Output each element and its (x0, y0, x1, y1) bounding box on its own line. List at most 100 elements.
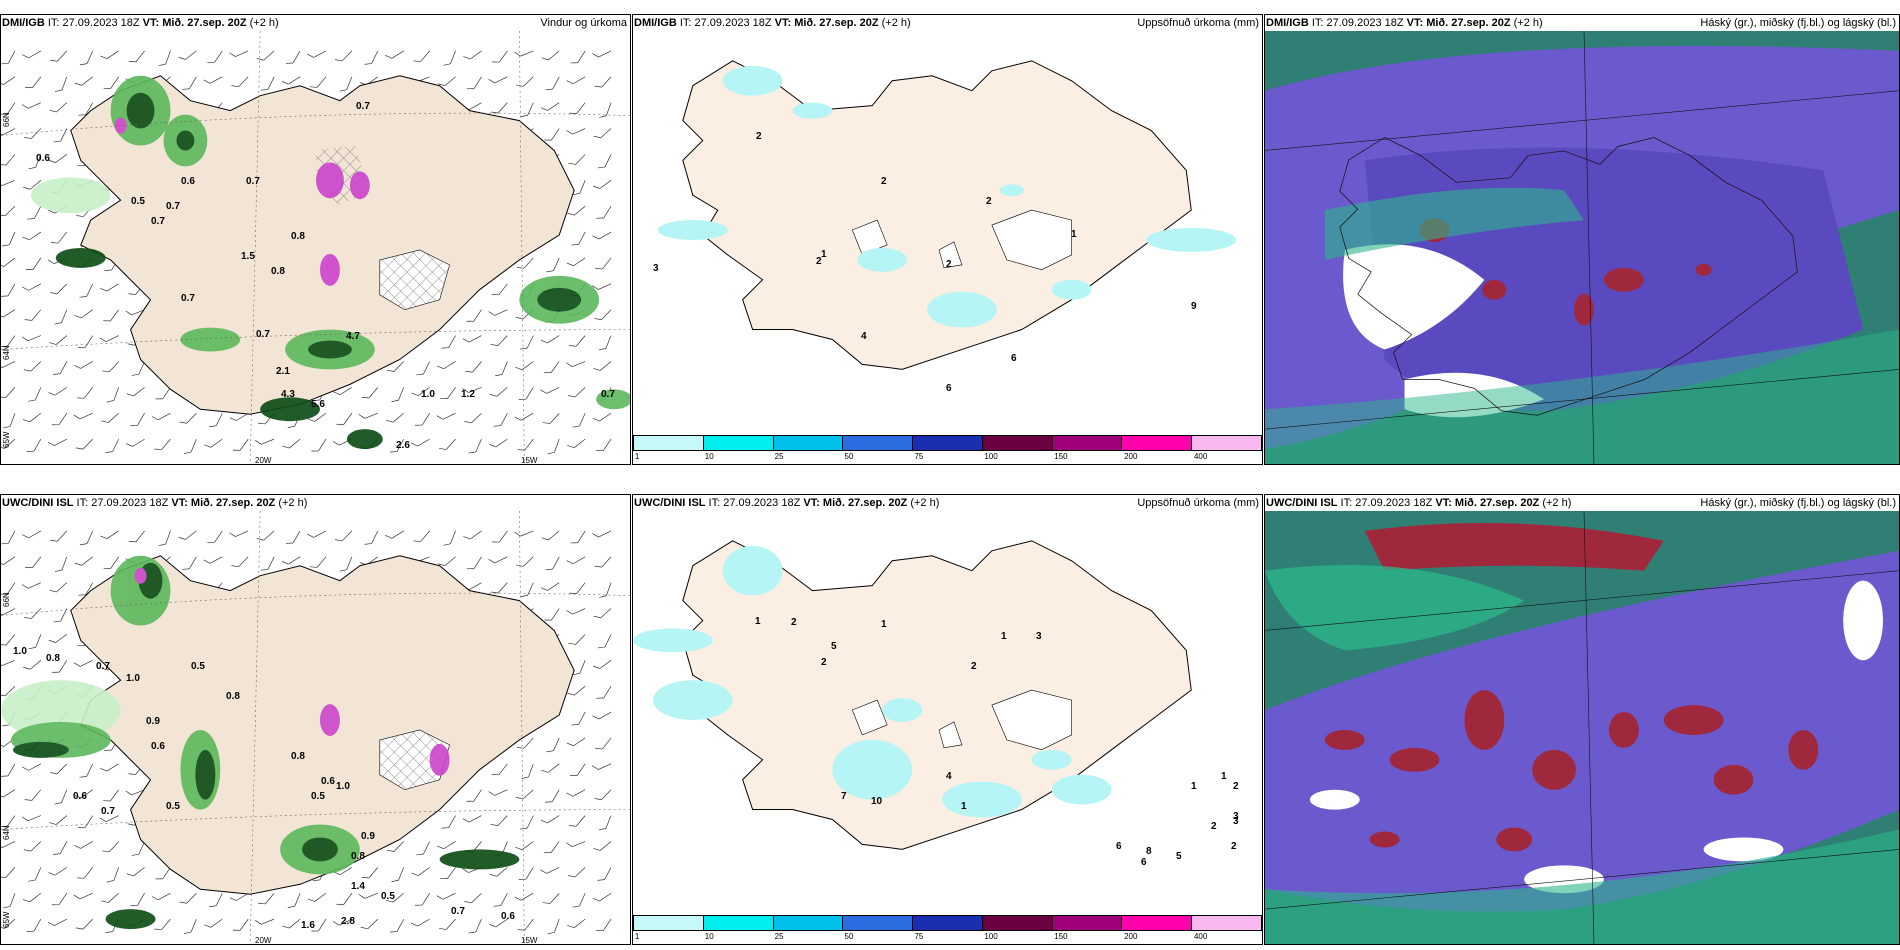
panel-title: UWC/DINI ISL IT: 27.09.2023 18Z VT: Mið.… (2, 497, 308, 509)
wind-barb (570, 763, 586, 776)
wind-barb (22, 892, 42, 903)
value-label: 0.7 (96, 661, 110, 672)
colorbar-cell (1192, 916, 1262, 930)
wind-barb (50, 50, 68, 62)
value-label: 3 (653, 263, 659, 274)
value-label: 0.8 (351, 851, 365, 862)
wind-barb (28, 154, 42, 170)
wind-barb (520, 582, 534, 597)
colorbar-tick: 400 (1193, 452, 1208, 461)
iceland-land (682, 60, 1192, 370)
wind-barb (416, 841, 430, 856)
wind-barb (1, 283, 16, 297)
wind-barb (307, 50, 327, 58)
wind-barb (52, 660, 68, 673)
wind-barb (1, 659, 16, 666)
wind-barb (78, 102, 94, 116)
wind-barb (79, 50, 94, 66)
wind-barb (592, 892, 612, 902)
value-label: 0.6 (36, 153, 50, 164)
wind-barb (520, 335, 534, 350)
wind-barb (597, 154, 612, 169)
panel-wind-precip-uwc: UWC/DINI ISL IT: 27.09.2023 18Z VT: Mið.… (0, 494, 631, 945)
value-label: 4.7 (346, 331, 360, 342)
wind-barb (516, 556, 534, 567)
wind-barb (76, 387, 93, 399)
wind-barb (49, 335, 68, 345)
value-label: 1.5 (241, 251, 255, 262)
wind-barb (155, 867, 171, 880)
panel-clouds-uwc: UWC/DINI ISL IT: 27.09.2023 18Z VT: Mið.… (1264, 494, 1900, 945)
value-label: 2.1 (276, 366, 290, 377)
wind-barb (464, 892, 482, 904)
value-label: 2 (1211, 821, 1217, 832)
wind-barb (572, 413, 586, 428)
wind-barb (488, 556, 508, 564)
value-label: 0.9 (146, 716, 160, 727)
wind-barb (361, 387, 379, 399)
value-label: 2 (791, 617, 797, 628)
wind-barb (598, 815, 612, 831)
panel-title: UWC/DINI ISL IT: 27.09.2023 18Z VT: Mið.… (1266, 497, 1572, 509)
value-label: 4 (946, 771, 952, 782)
precip-areas (1, 555, 520, 930)
wind-barb (49, 582, 68, 593)
wind-barb (592, 231, 612, 240)
value-label: 0.6 (181, 176, 195, 187)
wind-barb (413, 530, 430, 542)
wind-barb (101, 892, 119, 903)
wind-barb (364, 50, 379, 65)
value-label: 0.7 (246, 176, 260, 187)
wind-barb (566, 737, 586, 747)
wind-barb (566, 76, 586, 85)
wind-barb (231, 76, 249, 88)
colorbar-cell (634, 436, 704, 450)
value-label: 1 (1221, 771, 1227, 782)
wind-barb (566, 257, 586, 267)
wind-barb (572, 660, 586, 676)
value-label: 0.8 (271, 266, 285, 277)
wind-barb (594, 309, 612, 321)
wind-barb (410, 438, 430, 447)
wind-barb (1, 309, 16, 318)
wind-barb (339, 76, 353, 92)
wind-barb (99, 815, 119, 823)
wind-barb (521, 763, 534, 779)
wind-barb (53, 128, 68, 143)
value-label: 3 (1233, 816, 1239, 827)
wind-barb (1, 582, 16, 595)
wind-barb (1, 763, 16, 777)
value-label: 6 (1116, 841, 1122, 852)
wind-barb (361, 867, 379, 879)
value-label: 1.0 (336, 781, 350, 792)
wind-barb (311, 438, 327, 452)
wind-barb (78, 815, 94, 828)
wind-barb (74, 556, 93, 566)
wind-barb (567, 685, 586, 696)
wind-barb (567, 438, 586, 449)
wind-barb (594, 76, 612, 88)
panel-subtitle: Háský (gr.), miðský (fj.bl.) og lágský (… (1700, 17, 1896, 29)
wind-barb (128, 50, 145, 63)
wind-barb (285, 50, 301, 64)
wind-barb (179, 412, 197, 424)
value-label: 4 (861, 331, 867, 342)
wind-barb (256, 530, 275, 541)
colorbar-cells (633, 435, 1262, 451)
value-label: 0.6 (321, 776, 335, 787)
colorbar: 1 10 25 50 75 100 150 200 400 (633, 435, 1262, 463)
wind-barb (595, 257, 612, 270)
wind-barb (491, 283, 508, 296)
wind-barb (566, 361, 586, 368)
colorbar-tick: 200 (1124, 932, 1138, 941)
wind-barb (386, 892, 404, 903)
wind-barb (53, 841, 68, 855)
wind-barb (260, 76, 275, 91)
wind-barb (232, 918, 249, 931)
wind-barb (1, 867, 16, 879)
wind-barb (542, 893, 560, 904)
wind-barb (335, 50, 353, 62)
wind-barb (54, 309, 68, 325)
wind-barb (24, 309, 42, 321)
wind-barb (48, 387, 67, 396)
